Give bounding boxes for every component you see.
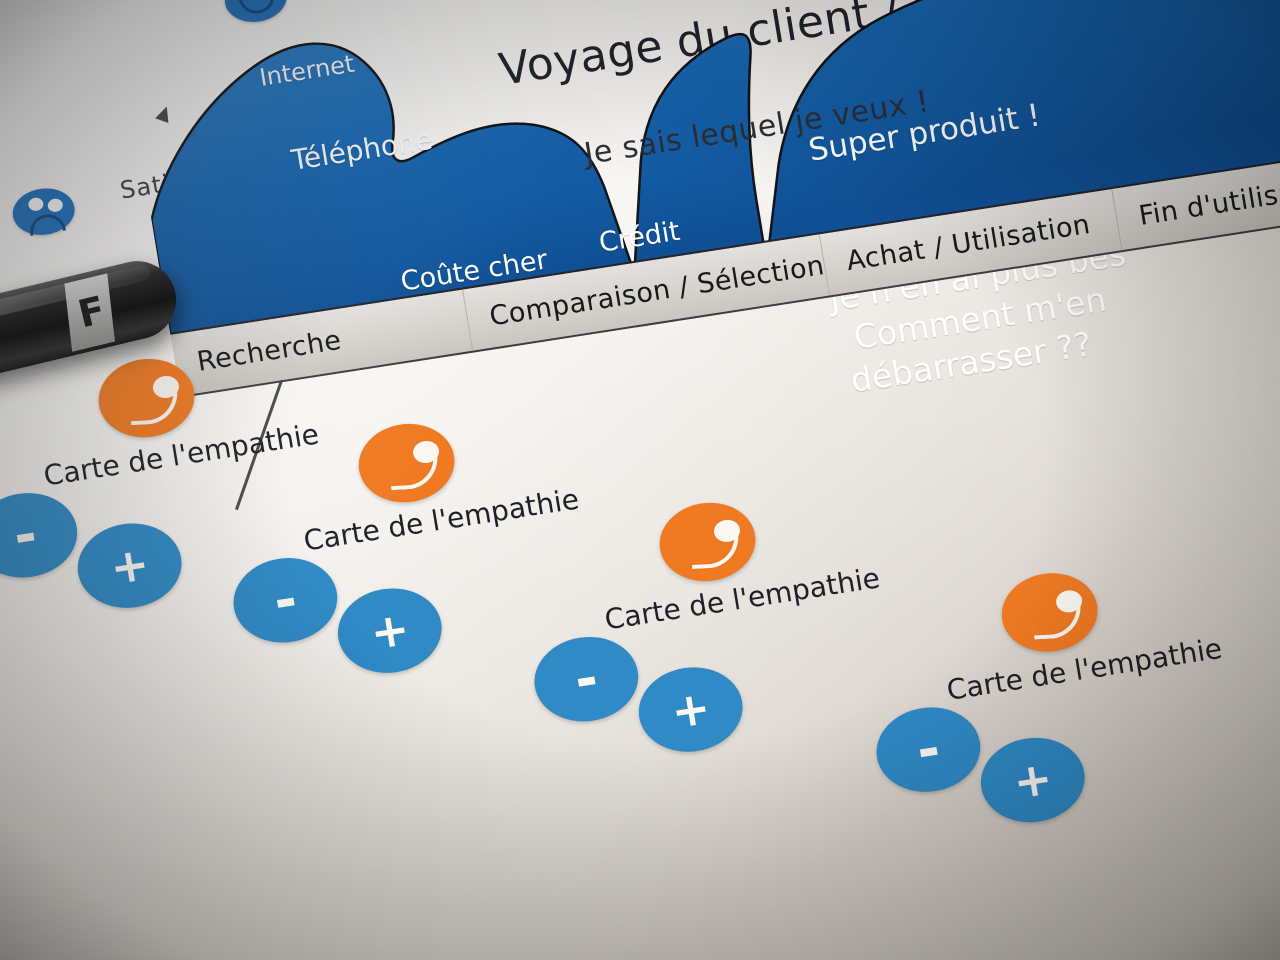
smiley-face-icon bbox=[352, 417, 461, 509]
smile-mouth bbox=[129, 390, 180, 426]
minus-token: - bbox=[227, 550, 344, 650]
sad-smiley-icon bbox=[9, 184, 79, 240]
satisfaction-area-svg bbox=[150, 0, 1280, 337]
minus-glyph: - bbox=[912, 716, 945, 782]
plus-token: + bbox=[632, 660, 749, 759]
plus-token: + bbox=[71, 516, 188, 616]
plus-glyph: + bbox=[1009, 750, 1057, 810]
satisfaction-area-path bbox=[150, 0, 1280, 337]
plus-glyph: + bbox=[667, 679, 715, 740]
frown-mouth bbox=[27, 211, 67, 236]
minus-glyph: - bbox=[570, 645, 603, 712]
plus-glyph: + bbox=[366, 601, 414, 661]
empathy-caption: Carte de l'empathie bbox=[944, 631, 1225, 707]
smiley-face-icon bbox=[92, 352, 201, 444]
satisfaction-curve bbox=[120, 0, 1280, 337]
smile-mouth bbox=[389, 455, 440, 491]
minus-glyph: - bbox=[269, 566, 302, 633]
empathy-card-group: Carte de l'empathie - + bbox=[847, 564, 1224, 861]
plus-glyph: + bbox=[106, 536, 154, 596]
plus-token: + bbox=[974, 730, 1092, 830]
plus-token: + bbox=[331, 581, 449, 681]
smiley-face-icon bbox=[995, 566, 1104, 659]
minus-token: - bbox=[870, 700, 987, 800]
smile-mouth bbox=[690, 534, 741, 570]
smile-mouth bbox=[1032, 605, 1083, 640]
empathy-card-group: Carte de l'empathie - + bbox=[505, 493, 882, 790]
smiley-face-icon bbox=[653, 496, 762, 588]
eye-right bbox=[46, 197, 64, 213]
eye-left bbox=[27, 196, 45, 212]
empathy-caption: Carte de l'empathie bbox=[602, 561, 883, 637]
minus-token: - bbox=[528, 629, 645, 729]
